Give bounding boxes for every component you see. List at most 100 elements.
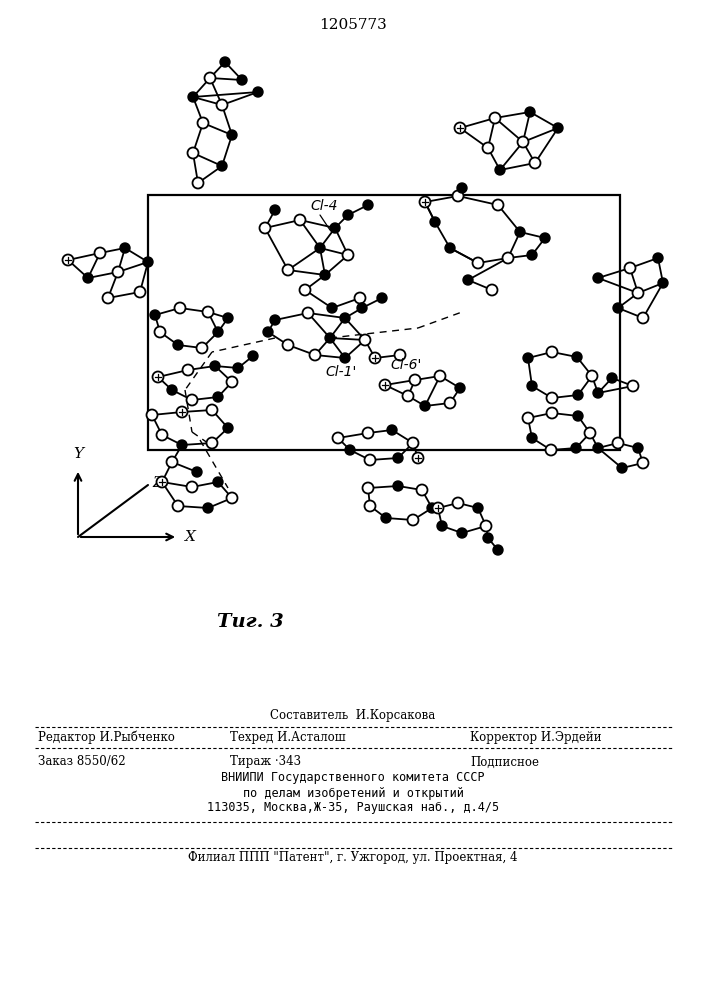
Circle shape xyxy=(653,253,663,263)
Circle shape xyxy=(143,257,153,267)
Circle shape xyxy=(146,410,158,420)
Circle shape xyxy=(150,310,160,320)
Circle shape xyxy=(473,503,483,513)
Circle shape xyxy=(202,306,214,318)
Circle shape xyxy=(167,456,177,468)
Circle shape xyxy=(259,223,271,233)
Circle shape xyxy=(457,528,467,538)
Circle shape xyxy=(481,520,491,532)
Circle shape xyxy=(182,364,194,375)
Circle shape xyxy=(527,433,537,443)
Circle shape xyxy=(612,438,624,448)
Circle shape xyxy=(435,370,445,381)
Circle shape xyxy=(283,340,293,351)
Circle shape xyxy=(416,485,428,495)
Circle shape xyxy=(395,350,406,360)
Circle shape xyxy=(223,313,233,323)
Text: X: X xyxy=(185,530,196,544)
Circle shape xyxy=(327,303,337,313)
Circle shape xyxy=(365,500,375,512)
Circle shape xyxy=(412,452,423,464)
Circle shape xyxy=(315,243,325,253)
Circle shape xyxy=(547,392,558,403)
Text: Y: Y xyxy=(73,447,83,461)
Circle shape xyxy=(210,361,220,371)
Circle shape xyxy=(303,308,313,318)
Text: Тираж ·343: Тираж ·343 xyxy=(230,756,301,768)
Circle shape xyxy=(482,142,493,153)
Circle shape xyxy=(607,373,617,383)
Circle shape xyxy=(553,123,563,133)
Circle shape xyxy=(95,247,105,258)
Circle shape xyxy=(217,161,227,171)
Circle shape xyxy=(523,353,533,363)
Circle shape xyxy=(489,112,501,123)
Circle shape xyxy=(153,371,163,382)
Circle shape xyxy=(155,326,165,338)
Circle shape xyxy=(187,482,197,492)
Circle shape xyxy=(253,87,263,97)
Circle shape xyxy=(455,122,465,133)
Circle shape xyxy=(213,392,223,402)
Circle shape xyxy=(206,404,218,416)
Text: Cl-1': Cl-1' xyxy=(325,365,356,379)
Circle shape xyxy=(187,394,197,406)
Circle shape xyxy=(472,257,484,268)
Circle shape xyxy=(204,73,216,84)
Circle shape xyxy=(223,423,233,433)
Circle shape xyxy=(503,252,513,263)
Circle shape xyxy=(452,190,464,202)
Circle shape xyxy=(633,288,643,298)
Circle shape xyxy=(197,117,209,128)
Text: Τиг. 3: Τиг. 3 xyxy=(216,613,284,631)
Circle shape xyxy=(363,483,373,493)
Circle shape xyxy=(330,223,340,233)
Circle shape xyxy=(593,388,603,398)
Text: Cl-4: Cl-4 xyxy=(310,199,337,213)
Text: Редактор И.Рыбченко: Редактор И.Рыбченко xyxy=(38,730,175,744)
Circle shape xyxy=(455,383,465,393)
Circle shape xyxy=(226,376,238,387)
Text: Подписное: Подписное xyxy=(470,756,539,768)
Circle shape xyxy=(213,327,223,337)
Circle shape xyxy=(628,380,638,391)
Circle shape xyxy=(463,275,473,285)
Circle shape xyxy=(120,243,130,253)
Circle shape xyxy=(495,165,505,175)
Circle shape xyxy=(493,545,503,555)
Circle shape xyxy=(283,264,293,275)
Circle shape xyxy=(393,453,403,463)
Text: 1205773: 1205773 xyxy=(319,18,387,32)
Circle shape xyxy=(407,438,419,448)
Circle shape xyxy=(340,313,350,323)
Circle shape xyxy=(359,334,370,346)
Circle shape xyxy=(263,327,273,337)
Circle shape xyxy=(320,270,330,280)
Circle shape xyxy=(540,233,550,243)
Circle shape xyxy=(457,183,467,193)
Circle shape xyxy=(420,401,430,411)
Circle shape xyxy=(387,425,397,435)
Circle shape xyxy=(419,196,431,208)
Circle shape xyxy=(354,292,366,304)
Circle shape xyxy=(433,502,443,514)
Circle shape xyxy=(295,215,305,226)
Circle shape xyxy=(437,521,447,531)
Circle shape xyxy=(300,284,310,296)
Circle shape xyxy=(518,136,529,147)
Circle shape xyxy=(177,406,187,418)
Circle shape xyxy=(270,315,280,325)
Circle shape xyxy=(226,492,238,504)
Circle shape xyxy=(380,379,390,390)
Text: Филиал ППП "Патент", г. Ужгород, ул. Проектная, 4: Филиал ППП "Патент", г. Ужгород, ул. Про… xyxy=(188,852,518,864)
Circle shape xyxy=(587,370,597,381)
Circle shape xyxy=(427,503,437,513)
Circle shape xyxy=(175,302,185,314)
Circle shape xyxy=(409,374,421,385)
Circle shape xyxy=(206,438,218,448)
Circle shape xyxy=(233,363,243,373)
Circle shape xyxy=(310,350,320,360)
Text: Cl-6': Cl-6' xyxy=(390,358,421,372)
Circle shape xyxy=(530,157,540,168)
Circle shape xyxy=(363,200,373,210)
